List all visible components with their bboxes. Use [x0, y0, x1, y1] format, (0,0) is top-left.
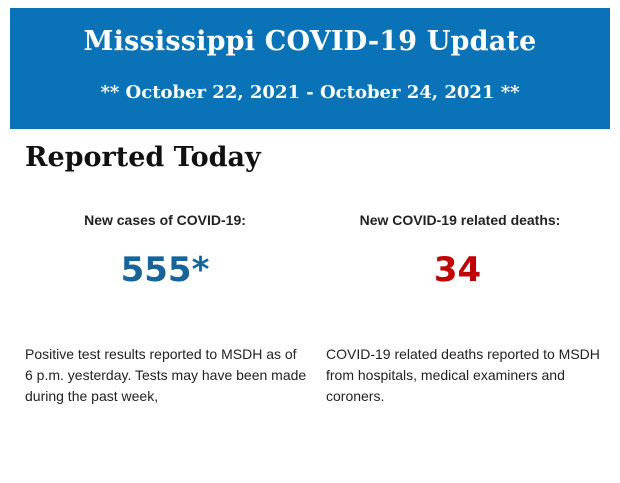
header-banner: Mississippi COVID-19 Update ** October 2…	[10, 8, 610, 129]
page-title: Mississippi COVID-19 Update	[83, 26, 537, 57]
date-range: ** October 22, 2021 - October 24, 2021 *…	[100, 82, 520, 103]
new-deaths-label: New COVID-19 related deaths:	[359, 212, 561, 228]
new-deaths-description: COVID-19 related deaths reported to MSDH…	[326, 346, 600, 404]
new-deaths-value: 34	[433, 250, 482, 290]
new-cases-value: 555*	[120, 250, 210, 290]
new-cases-description: Positive test results reported to MSDH a…	[25, 346, 307, 404]
section-heading: Reported Today	[25, 142, 261, 173]
new-cases-label: New cases of COVID-19:	[84, 212, 246, 228]
